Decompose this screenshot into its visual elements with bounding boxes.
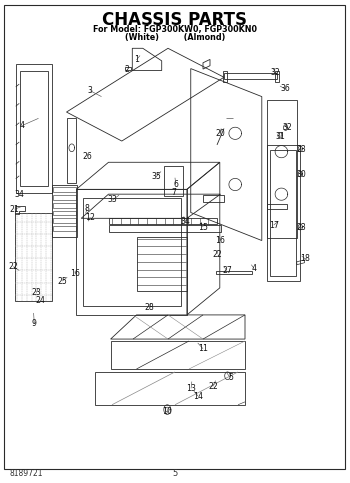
Text: 5: 5 (228, 373, 233, 382)
Text: 8189721: 8189721 (10, 469, 43, 478)
Text: 27: 27 (222, 266, 232, 275)
Text: 32: 32 (282, 123, 292, 132)
Text: (White)         (Almond): (White) (Almond) (125, 33, 225, 42)
Text: 5: 5 (172, 469, 177, 478)
Text: 14: 14 (193, 392, 203, 400)
Text: 32: 32 (271, 68, 281, 77)
Text: 13: 13 (186, 384, 196, 393)
Text: 18: 18 (300, 255, 310, 263)
Text: 33: 33 (108, 196, 118, 204)
Text: 36: 36 (280, 85, 290, 93)
Text: 23: 23 (297, 145, 307, 154)
Text: 34: 34 (14, 190, 24, 199)
Text: 17: 17 (269, 221, 279, 229)
Text: 31: 31 (276, 132, 286, 141)
Text: 10: 10 (162, 407, 172, 416)
Text: 4: 4 (252, 264, 257, 273)
Text: 8: 8 (84, 204, 89, 213)
Text: CHASSIS PARTS: CHASSIS PARTS (103, 11, 247, 29)
Text: 3: 3 (88, 86, 93, 95)
Text: 25: 25 (57, 277, 67, 285)
Text: 28: 28 (144, 303, 154, 312)
Text: 22: 22 (8, 262, 18, 271)
Text: 22: 22 (212, 250, 222, 258)
Text: 23: 23 (297, 224, 307, 232)
Text: 11: 11 (198, 344, 208, 353)
Text: 34: 34 (181, 217, 190, 226)
Text: 6: 6 (173, 180, 178, 189)
Text: 7: 7 (172, 188, 177, 197)
Text: 35: 35 (151, 172, 161, 181)
Text: 24: 24 (36, 296, 46, 305)
Text: 2: 2 (124, 65, 129, 73)
Text: 21: 21 (10, 205, 20, 213)
Text: 15: 15 (198, 223, 208, 231)
Text: 9: 9 (32, 319, 37, 328)
Text: For Model: FGP300KW0, FGP300KN0: For Model: FGP300KW0, FGP300KN0 (93, 26, 257, 34)
Text: 16: 16 (70, 270, 80, 278)
Text: 30: 30 (297, 170, 307, 179)
Text: 26: 26 (83, 152, 92, 161)
Text: 12: 12 (85, 213, 95, 222)
Text: 16: 16 (216, 236, 225, 245)
Text: 4: 4 (20, 121, 25, 130)
Text: 23: 23 (32, 288, 41, 297)
Text: 1: 1 (134, 56, 139, 64)
Text: 20: 20 (215, 129, 225, 138)
Text: 22: 22 (208, 382, 218, 391)
